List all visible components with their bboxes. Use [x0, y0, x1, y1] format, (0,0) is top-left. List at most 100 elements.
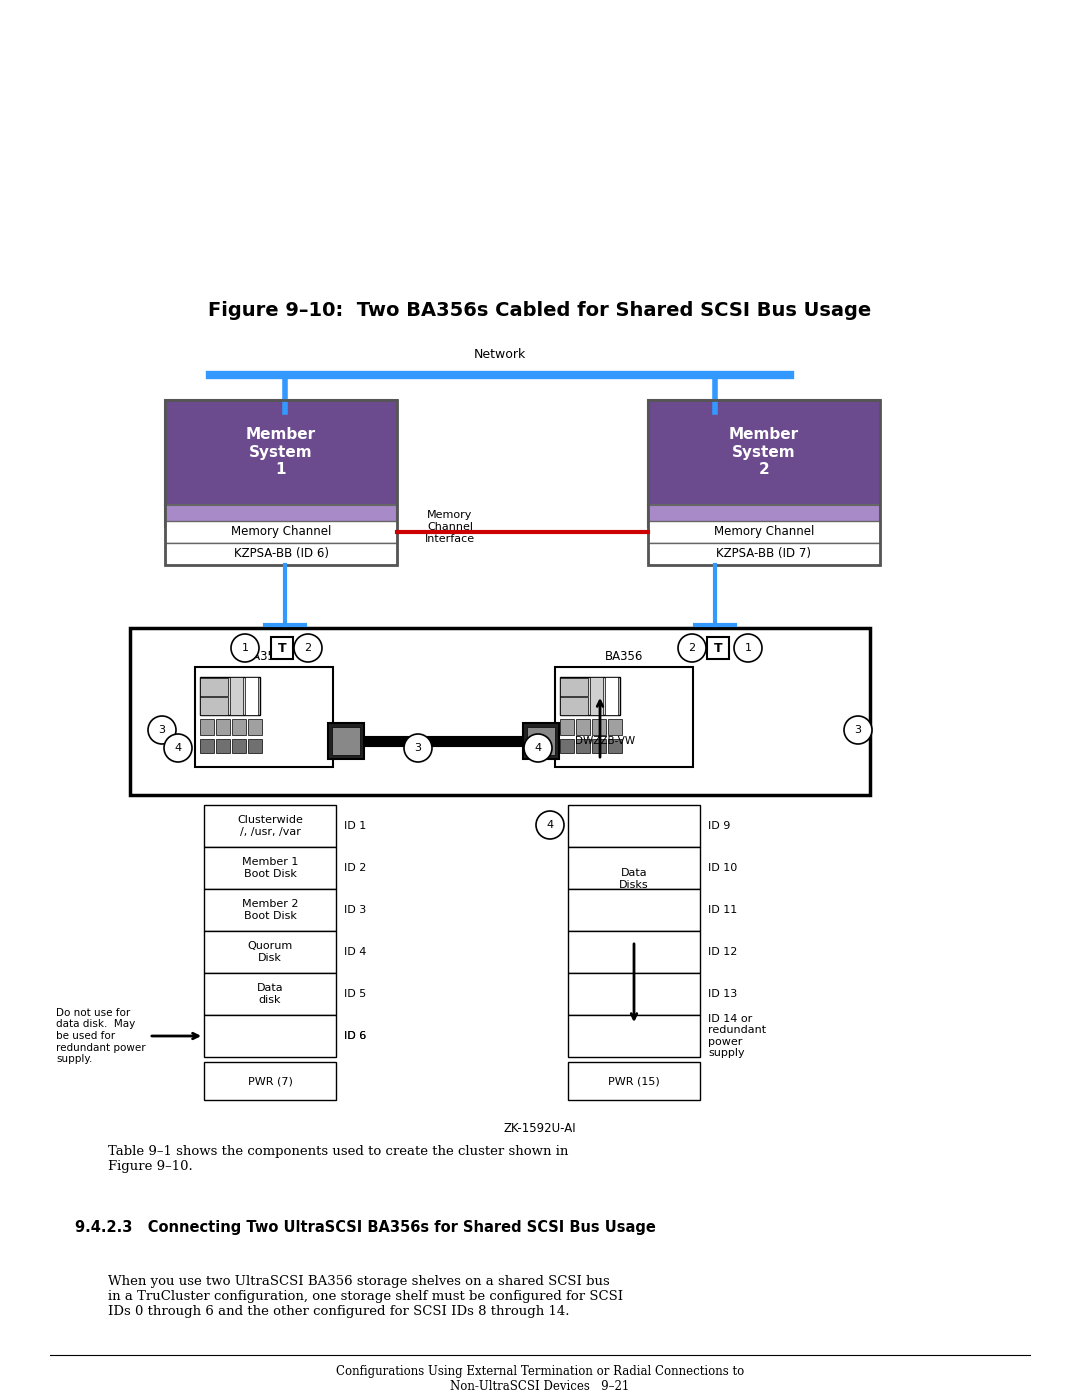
Bar — [523, 724, 559, 759]
Bar — [332, 726, 360, 754]
Bar — [204, 930, 336, 972]
Text: Memory Channel: Memory Channel — [231, 525, 332, 538]
Bar — [576, 719, 590, 735]
Text: 4: 4 — [546, 820, 554, 830]
Text: ID 4: ID 4 — [345, 947, 366, 957]
Text: Member
System
1: Member System 1 — [246, 427, 316, 476]
Text: Figure 9–10:  Two BA356s Cabled for Shared SCSI Bus Usage: Figure 9–10: Two BA356s Cabled for Share… — [208, 300, 872, 320]
Bar — [648, 521, 880, 543]
Text: 2: 2 — [688, 643, 696, 652]
Text: ID 6: ID 6 — [345, 1031, 366, 1041]
Text: Data
Disks: Data Disks — [619, 868, 649, 890]
Text: PWR (15): PWR (15) — [608, 1076, 660, 1085]
Bar — [232, 719, 246, 735]
Text: ID 5: ID 5 — [345, 989, 366, 999]
Text: 3: 3 — [854, 725, 862, 735]
Text: Member
System
2: Member System 2 — [729, 427, 799, 476]
Bar — [216, 719, 230, 735]
Bar — [204, 888, 336, 930]
Bar — [576, 739, 590, 753]
Bar — [200, 678, 228, 696]
Text: KZPSA-BB (ID 6): KZPSA-BB (ID 6) — [233, 548, 328, 560]
Bar — [200, 697, 228, 715]
Bar — [648, 400, 880, 504]
Text: PWR (7): PWR (7) — [247, 1076, 293, 1085]
Text: 3: 3 — [159, 725, 165, 735]
Bar — [561, 719, 573, 735]
Bar — [245, 678, 258, 715]
Text: 1: 1 — [744, 643, 752, 652]
Text: ID 10: ID 10 — [708, 863, 738, 873]
Text: When you use two UltraSCSI BA356 storage shelves on a shared SCSI bus
in a TruCl: When you use two UltraSCSI BA356 storage… — [108, 1275, 623, 1317]
Circle shape — [536, 812, 564, 840]
Circle shape — [678, 634, 706, 662]
Bar — [165, 504, 397, 527]
Text: ID 2: ID 2 — [345, 863, 366, 873]
Bar — [568, 847, 700, 888]
Bar — [605, 678, 618, 715]
Text: Table 9–1 shows the components used to create the cluster shown in
Figure 9–10.: Table 9–1 shows the components used to c… — [108, 1146, 568, 1173]
Bar — [707, 637, 729, 659]
Bar — [568, 805, 700, 847]
Text: Clusterwide
/, /usr, /var: Clusterwide /, /usr, /var — [238, 816, 302, 837]
Bar — [568, 1062, 700, 1099]
Bar — [204, 805, 336, 847]
Bar — [328, 724, 364, 759]
Text: 4: 4 — [535, 743, 541, 753]
Circle shape — [404, 733, 432, 761]
Text: 9.4.2.3   Connecting Two UltraSCSI BA356s for Shared SCSI Bus Usage: 9.4.2.3 Connecting Two UltraSCSI BA356s … — [75, 1220, 656, 1235]
Circle shape — [231, 634, 259, 662]
Bar — [204, 1062, 336, 1099]
Bar — [568, 972, 700, 1016]
Text: Memory Channel: Memory Channel — [714, 525, 814, 538]
Text: Do not use for
data disk.  May
be used for
redundant power
supply.: Do not use for data disk. May be used fo… — [56, 1007, 146, 1065]
Bar — [195, 666, 333, 767]
Bar — [165, 400, 397, 504]
Bar — [130, 629, 870, 795]
Bar — [592, 719, 606, 735]
Bar — [568, 930, 700, 972]
Text: Network: Network — [474, 348, 526, 362]
Bar — [608, 739, 622, 753]
Text: KZPSA-BB (ID 7): KZPSA-BB (ID 7) — [716, 548, 811, 560]
Text: ID 11: ID 11 — [708, 905, 738, 915]
Bar — [230, 678, 243, 715]
Text: ZK-1592U-AI: ZK-1592U-AI — [503, 1123, 577, 1136]
Circle shape — [148, 717, 176, 745]
Text: T: T — [714, 641, 723, 655]
Bar — [165, 400, 397, 564]
Bar — [561, 697, 588, 715]
Bar — [204, 972, 336, 1016]
Text: Member 2
Boot Disk: Member 2 Boot Disk — [242, 900, 298, 921]
Circle shape — [734, 634, 762, 662]
Text: Quorum
Disk: Quorum Disk — [247, 942, 293, 963]
Circle shape — [164, 733, 192, 761]
Text: 4: 4 — [175, 743, 181, 753]
Bar — [592, 739, 606, 753]
Bar — [590, 678, 603, 715]
Text: ID 9: ID 9 — [708, 821, 730, 831]
Circle shape — [843, 717, 872, 745]
Text: 3: 3 — [415, 743, 421, 753]
Circle shape — [524, 733, 552, 761]
Bar — [232, 739, 246, 753]
Bar — [568, 1016, 700, 1058]
Text: ID 14 or
redundant
power
supply: ID 14 or redundant power supply — [708, 1014, 766, 1059]
Bar — [561, 678, 588, 696]
Text: ID 6: ID 6 — [345, 1031, 366, 1041]
Bar — [648, 543, 880, 564]
Circle shape — [294, 634, 322, 662]
Text: Member 1
Boot Disk: Member 1 Boot Disk — [242, 858, 298, 879]
Text: 1: 1 — [242, 643, 248, 652]
Bar — [248, 739, 262, 753]
Bar — [648, 400, 880, 564]
Text: Memory
Channel
Interface: Memory Channel Interface — [424, 510, 475, 543]
Bar — [561, 678, 620, 715]
Bar — [561, 739, 573, 753]
Bar — [216, 739, 230, 753]
Bar — [527, 726, 555, 754]
Bar — [568, 888, 700, 930]
Bar — [200, 719, 214, 735]
Text: DWZZB-VW: DWZZB-VW — [383, 736, 443, 746]
Text: DWZZB-VW: DWZZB-VW — [575, 736, 635, 746]
